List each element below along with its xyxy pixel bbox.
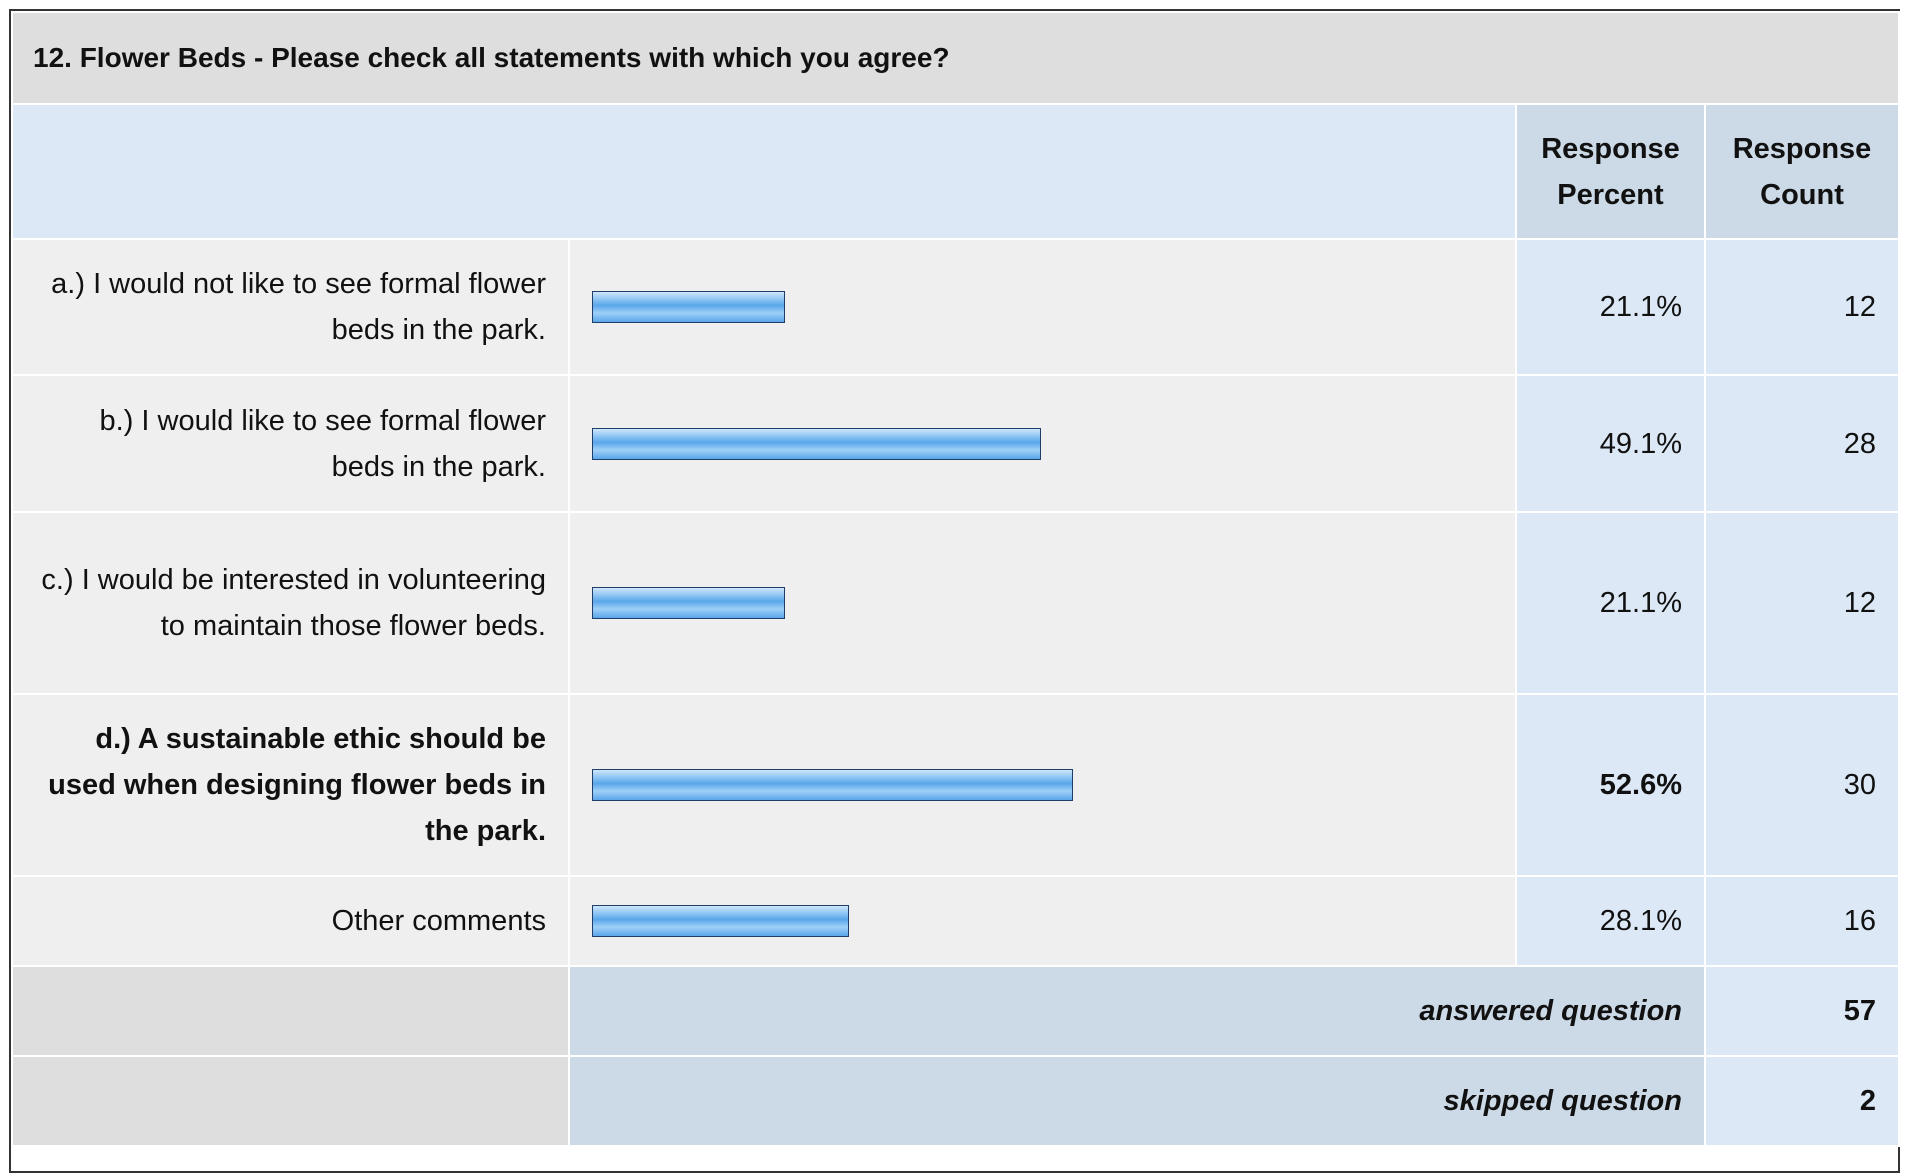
question-title: 12. Flower Beds - Please check all state… <box>11 11 1900 105</box>
response-row: Other comments 28.1% 16 <box>11 875 1900 967</box>
percent-bar <box>592 291 785 323</box>
response-percent: 28.1% <box>1515 875 1706 967</box>
response-row: c.) I would be interested in volunteerin… <box>11 511 1900 695</box>
response-row: b.) I would like to see formal flower be… <box>11 374 1900 513</box>
response-row: d.) A sustainable ethic should be used w… <box>11 693 1900 877</box>
skipped-question-label: skipped question <box>568 1055 1706 1147</box>
footer-blank <box>11 965 570 1057</box>
bar-cell <box>568 374 1517 513</box>
response-count: 28 <box>1704 374 1900 513</box>
answered-question-row: answered question 57 <box>11 965 1900 1057</box>
percent-bar <box>592 905 849 937</box>
answered-question-count: 57 <box>1704 965 1900 1057</box>
results-table: 12. Flower Beds - Please check all state… <box>11 11 1900 1147</box>
table-body: 12. Flower Beds - Please check all state… <box>11 11 1900 1147</box>
bar-cell <box>568 511 1517 695</box>
response-label: b.) I would like to see formal flower be… <box>11 374 570 513</box>
footer-blank <box>11 1055 570 1147</box>
response-row: a.) I would not like to see formal flowe… <box>11 238 1900 376</box>
response-label: d.) A sustainable ethic should be used w… <box>11 693 570 877</box>
header-blank <box>11 103 1517 240</box>
skipped-question-row: skipped question 2 <box>11 1055 1900 1147</box>
skipped-question-count: 2 <box>1704 1055 1900 1147</box>
header-count: Response Count <box>1704 103 1900 240</box>
response-count: 16 <box>1704 875 1900 967</box>
response-label: c.) I would be interested in volunteerin… <box>11 511 570 695</box>
page: 12. Flower Beds - Please check all state… <box>9 9 1900 1173</box>
response-percent: 52.6% <box>1515 693 1706 877</box>
percent-bar <box>592 769 1073 801</box>
response-count: 30 <box>1704 693 1900 877</box>
response-count: 12 <box>1704 511 1900 695</box>
percent-bar <box>592 587 785 619</box>
response-percent: 49.1% <box>1515 374 1706 513</box>
bar-cell <box>568 238 1517 376</box>
answered-question-label: answered question <box>568 965 1706 1057</box>
response-count: 12 <box>1704 238 1900 376</box>
survey-panel: 12. Flower Beds - Please check all state… <box>9 9 1900 1173</box>
response-percent: 21.1% <box>1515 238 1706 376</box>
response-label: a.) I would not like to see formal flowe… <box>11 238 570 376</box>
response-percent: 21.1% <box>1515 511 1706 695</box>
response-label: Other comments <box>11 875 570 967</box>
header-percent: Response Percent <box>1515 103 1706 240</box>
percent-bar <box>592 427 1041 460</box>
bar-cell <box>568 693 1517 877</box>
bar-cell <box>568 875 1517 967</box>
